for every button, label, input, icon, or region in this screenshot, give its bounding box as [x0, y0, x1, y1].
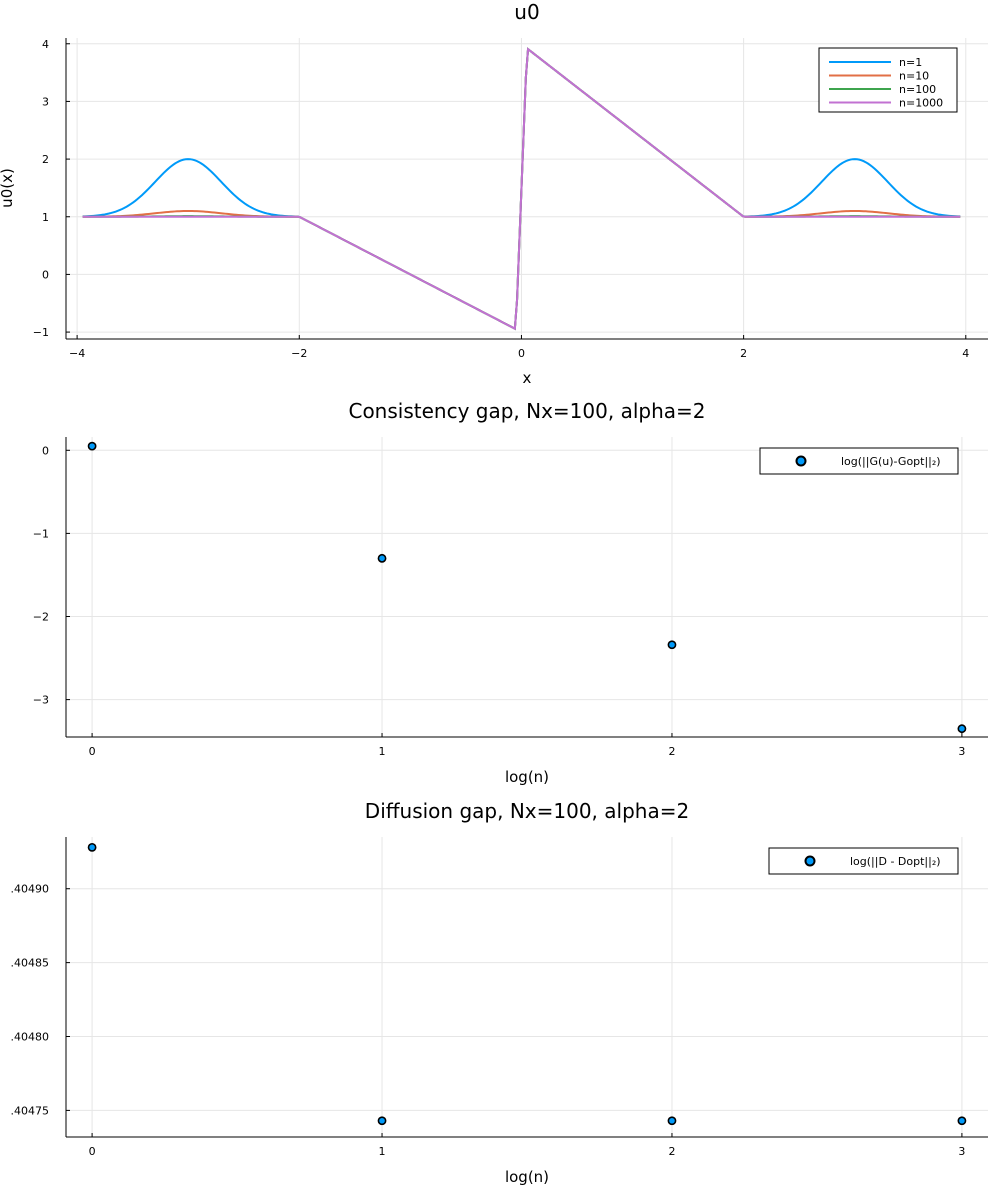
- data-point: [667, 1116, 677, 1126]
- y-tick-label: .40475: [11, 1104, 50, 1117]
- x-axis-label: x: [523, 369, 532, 387]
- x-tick-label: 0: [518, 347, 525, 360]
- y-tick-label: 3: [42, 95, 49, 108]
- data-point: [377, 1116, 387, 1126]
- y-tick-label: −3: [33, 694, 49, 707]
- data-point: [957, 1116, 967, 1126]
- y-tick-label: 2: [42, 153, 49, 166]
- x-tick-label: 0: [89, 1145, 96, 1158]
- y-tick-label: −2: [33, 611, 49, 624]
- y-tick-label: 0: [42, 268, 49, 281]
- x-tick-label: 2: [668, 1145, 675, 1158]
- y-tick-label: 0: [42, 444, 49, 457]
- panel-diffusion-gap: 0 1 2 3 .40475 .40480 .40485 .40490 Diffusion g…: [11, 799, 988, 1186]
- x-tick-label: 1: [379, 1145, 386, 1158]
- legend-box: [818, 47, 958, 113]
- y-tick-label: .40485: [11, 957, 50, 970]
- x-tick-label: 2: [668, 745, 675, 758]
- panel-u0: −4 −2 0 2 4 −1 0 1 2 3 4 u0 x u0(x) n=1n=10n=100n=…: [0, 0, 988, 387]
- chart-title: Diffusion gap, Nx=100, alpha=2: [365, 799, 689, 823]
- legend-label: n=1: [899, 56, 922, 69]
- legend: log(||D - Dopt||₂): [768, 847, 959, 875]
- data-point: [667, 640, 677, 650]
- legend-marker: [795, 455, 807, 467]
- x-axis-label: log(n): [505, 768, 549, 786]
- data-point: [957, 724, 967, 734]
- y-axis-label: u0(x): [0, 168, 16, 208]
- legend-marker: [804, 855, 816, 867]
- legend-label: log(||D - Dopt||₂): [850, 855, 941, 868]
- legend-label: log(||G(u)-Gopt||₂): [841, 455, 941, 468]
- y-tick-label: .40490: [11, 883, 50, 896]
- chart-title: u0: [514, 0, 539, 24]
- x-tick-label: 3: [958, 1145, 965, 1158]
- x-tick-label: 0: [89, 745, 96, 758]
- x-axis-label: log(n): [505, 1168, 549, 1186]
- panel-consistency-gap: 0 1 2 3 0 −1 −2 −3 Consistency gap, Nx=100, alp…: [33, 399, 988, 786]
- series-line-n-1000: [82, 47, 961, 331]
- x-tick-label: 4: [962, 347, 969, 360]
- data-point: [87, 842, 97, 852]
- y-tick-label: 1: [42, 211, 49, 224]
- data-point: [87, 441, 97, 451]
- legend: log(||G(u)-Gopt||₂): [759, 447, 959, 475]
- chart-title: Consistency gap, Nx=100, alpha=2: [348, 399, 705, 423]
- y-tick-label: 4: [42, 38, 49, 51]
- x-tick-label: 1: [379, 745, 386, 758]
- data-point: [377, 553, 387, 563]
- x-tick-label: −4: [69, 347, 85, 360]
- y-tick-label: .40480: [11, 1031, 50, 1044]
- legend-box: [768, 847, 959, 875]
- x-tick-label: 3: [958, 745, 965, 758]
- legend-label: n=10: [899, 70, 929, 83]
- x-tick-label: −2: [291, 347, 307, 360]
- y-tick-label: −1: [33, 326, 49, 339]
- x-tick-label: 2: [740, 347, 747, 360]
- y-tick-label: −1: [33, 527, 49, 540]
- legend-label: n=100: [899, 83, 936, 96]
- legend-label: n=1000: [899, 97, 943, 110]
- legend-box: [759, 447, 959, 475]
